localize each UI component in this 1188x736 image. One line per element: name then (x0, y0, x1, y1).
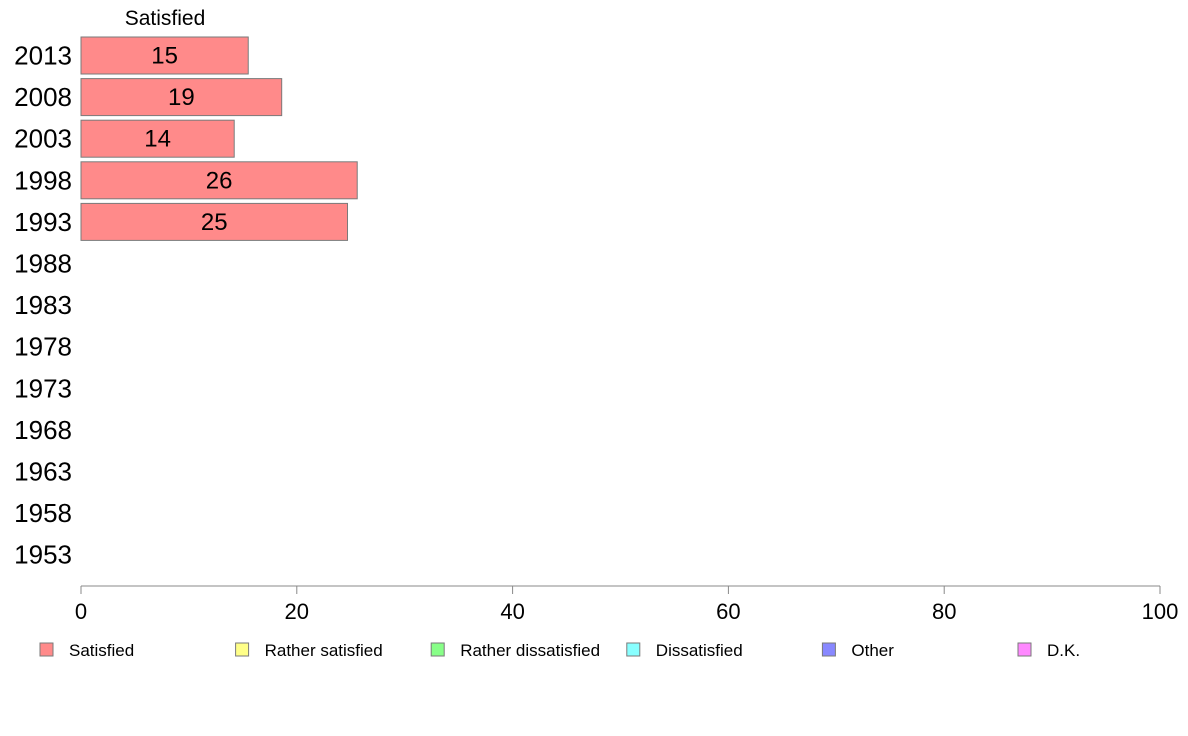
legend-label: D.K. (1047, 641, 1080, 660)
x-tick-label: 60 (716, 599, 740, 624)
x-tick-label: 100 (1142, 599, 1179, 624)
bar (80, 202, 349, 241)
x-tick-label: 0 (75, 599, 87, 624)
legend-label: Dissatisfied (656, 641, 743, 660)
legend-swatch (821, 642, 836, 657)
legend-swatch (39, 642, 54, 657)
bar (80, 161, 358, 200)
bar (80, 78, 283, 117)
column-title: Satisfied (125, 7, 206, 30)
x-tick-label: 40 (500, 599, 524, 624)
bar (80, 36, 249, 75)
data-label: 19 (168, 84, 195, 111)
y-tick-label: 2003 (14, 124, 72, 154)
bar (80, 119, 235, 158)
column-title-group: Satisfied (125, 7, 206, 30)
legend-label: Satisfied (69, 641, 134, 660)
y-tick-label: 1993 (14, 207, 72, 237)
legend-swatch (626, 642, 641, 657)
y-tick-label: 1978 (14, 332, 72, 362)
y-axis-labels: 2013 2008 2003 1998 1993 1988 1983 1978 1973 1968… (14, 41, 72, 570)
y-tick-label: 1973 (14, 373, 72, 403)
y-tick-label: 1968 (14, 415, 72, 445)
legend-label: Other (851, 641, 894, 660)
legend: Satisfied Rather satisfied Rather dissatis… (39, 641, 1080, 660)
x-tick-label: 80 (932, 599, 956, 624)
legend-label: Rather satisfied (265, 641, 383, 660)
y-tick-label: 1983 (14, 290, 72, 320)
bars-group: 15 19 14 26 25 (80, 36, 358, 241)
legend-swatch (1017, 642, 1032, 657)
y-tick-label: 1958 (14, 498, 72, 528)
data-label: 26 (206, 167, 233, 194)
y-tick-label: 2008 (14, 82, 72, 112)
data-label: 15 (151, 43, 178, 70)
data-label: 14 (144, 126, 171, 153)
data-label: 25 (201, 209, 228, 236)
y-tick-label: 1988 (14, 249, 72, 279)
x-tick-label: 20 (285, 599, 309, 624)
legend-label: Rather dissatisfied (460, 641, 600, 660)
legend-swatch (235, 642, 250, 657)
y-tick-label: 1963 (14, 457, 72, 487)
y-tick-label: 1953 (14, 540, 72, 570)
legend-swatch (430, 642, 445, 657)
y-tick-label: 1998 (14, 165, 72, 195)
x-axis: 0 20 40 60 80 100 (75, 585, 1179, 624)
y-tick-label: 2013 (14, 41, 72, 71)
